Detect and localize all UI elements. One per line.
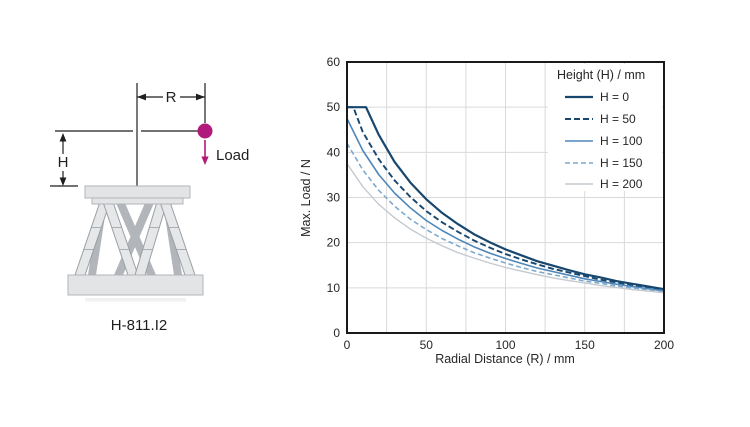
chart-tick-labels: 0 50 100 150 200 0 10 20 30 40 50 60 — [327, 55, 675, 352]
y-tick-label: 0 — [333, 326, 340, 340]
hexapod-shadow — [85, 298, 186, 302]
plot-border — [346, 61, 665, 334]
series-curve-h=0 — [347, 106, 665, 291]
load-label: Load — [216, 147, 249, 164]
model-caption: H-811.I2 — [111, 317, 167, 334]
series-curve-h=100 — [346, 118, 665, 292]
hexapod-top-plate — [84, 185, 191, 199]
x-tick-label: 50 — [420, 338, 434, 352]
y-tick-label: 40 — [327, 145, 341, 159]
series-curve-h=150 — [346, 142, 665, 293]
legend-entry-label: H = 150 — [600, 156, 643, 170]
x-tick-label: 150 — [575, 338, 595, 352]
height-arrow-up-icon — [59, 133, 67, 142]
radius-label: R — [166, 89, 177, 106]
hexapod-load-diagram: R H Load — [50, 83, 249, 334]
legend-entry-label: H = 50 — [600, 112, 636, 126]
x-tick-label: 200 — [654, 338, 674, 352]
y-tick-label: 30 — [327, 191, 341, 205]
x-tick-label: 100 — [495, 338, 515, 352]
height-dimension: H — [50, 133, 78, 187]
height-label: H — [58, 154, 69, 171]
x-axis-title: Radial Distance (R) / mm — [435, 352, 575, 366]
y-tick-label: 20 — [327, 236, 341, 250]
legend-entry-label: H = 0 — [600, 90, 629, 104]
legend-entry-label: H = 200 — [600, 177, 643, 191]
chart-series — [346, 106, 665, 294]
y-axis-title: Max. Load / N — [299, 159, 313, 237]
y-tick-label: 60 — [327, 55, 341, 69]
chart-legend: Height (H) / mm H = 0 H = 50 H = 100 H = 150… — [548, 64, 662, 191]
series-curve-h=200 — [346, 163, 665, 294]
radius-arrow-left-icon — [137, 93, 146, 101]
hexapod-drawing — [67, 185, 204, 302]
hexapod-base-plate — [67, 274, 204, 296]
load-arrow-down-icon — [201, 156, 209, 165]
legend-title: Height (H) / mm — [557, 68, 645, 82]
height-arrow-down-icon — [59, 177, 67, 186]
y-tick-label: 10 — [327, 281, 341, 295]
load-point-marker — [197, 123, 213, 139]
legend-background — [548, 64, 662, 191]
y-tick-label: 50 — [327, 100, 341, 114]
load-annotation: Load — [197, 123, 249, 165]
radius-arrow-right-icon — [196, 93, 205, 101]
hexapod-top-plate-under — [91, 197, 184, 205]
x-tick-label: 0 — [344, 338, 351, 352]
load-chart: Height (H) / mm H = 0 H = 50 H = 100 H = 150… — [299, 55, 675, 366]
legend-entry-label: H = 100 — [600, 134, 643, 148]
series-curve-h=50 — [347, 106, 665, 292]
radius-dimension: R — [137, 89, 205, 106]
